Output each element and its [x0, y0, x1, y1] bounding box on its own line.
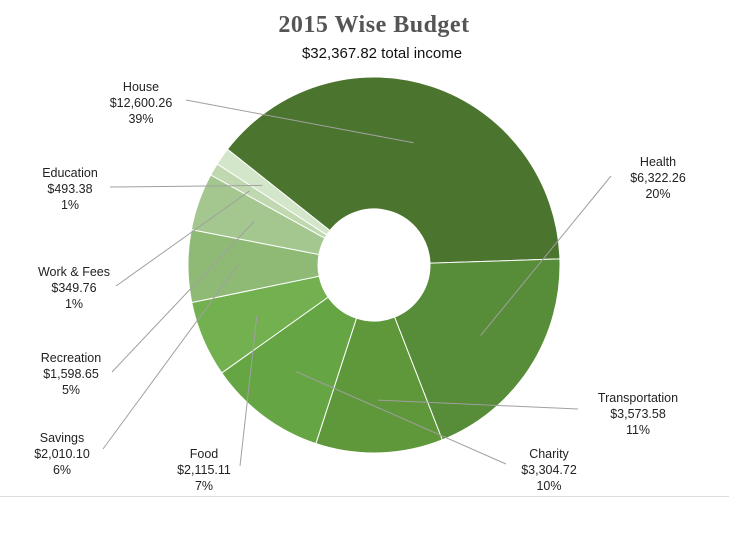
slice-label-name: Savings: [40, 431, 84, 445]
slice-health: [393, 258, 561, 441]
leader-line: [102, 265, 238, 450]
slice-label-name: Recreation: [41, 351, 101, 365]
slice-transportation: [315, 316, 443, 454]
slice-label: Charity $3,304.72 10%: [521, 447, 577, 493]
slice-label-name: Work & Fees: [38, 265, 110, 279]
slice-label-name: Food: [190, 447, 219, 461]
slice-label: Education $493.38 1%: [42, 166, 98, 212]
slice-label: Health $6,322.26 20%: [630, 155, 686, 201]
slice-label-value: $493.38: [47, 182, 92, 196]
slice-label: Recreation $1,598.65 5%: [41, 351, 101, 397]
slice-label-percent: 1%: [61, 198, 79, 212]
leader-line: [377, 399, 579, 410]
slice-label-value: $349.76: [51, 281, 96, 295]
slice-label-percent: 6%: [53, 463, 71, 477]
chart-title: 2015 Wise Budget: [278, 12, 469, 38]
slice-charity: [221, 296, 358, 445]
slice-education: [216, 148, 331, 236]
slice-label: House $12,600.26 39%: [110, 80, 173, 126]
bottom-divider: [0, 496, 729, 497]
slice-label: Food $2,115.11 7%: [177, 447, 231, 493]
slice-label-percent: 11%: [626, 423, 650, 437]
slice-label-name: Education: [42, 166, 98, 180]
slice-label-percent: 10%: [536, 479, 561, 493]
slice-label-percent: 39%: [128, 112, 153, 126]
slice-label-name: Charity: [529, 447, 569, 461]
leader-lines: [102, 99, 612, 467]
slice-label-percent: 1%: [65, 297, 83, 311]
slice-label-name: Transportation: [598, 391, 678, 405]
leader-line: [111, 221, 255, 373]
slice-label-value: $1,598.65: [43, 367, 99, 381]
slice-label-value: $3,573.58: [610, 407, 666, 421]
donut-slices: [187, 76, 561, 454]
slice-labels: House $12,600.26 39% Health $6,322.26 20% Tran…: [34, 80, 686, 493]
slice-label-percent: 5%: [62, 383, 80, 397]
leader-line: [109, 184, 263, 188]
slice-label-value: $2,115.11: [177, 463, 231, 477]
slice-label-value: $6,322.26: [630, 171, 686, 185]
slice-label-percent: 20%: [645, 187, 670, 201]
chart-subtitle: $32,367.82 total income: [302, 45, 462, 62]
slice-label-value: $3,304.72: [521, 463, 577, 477]
leader-line: [480, 175, 612, 336]
leader-line: [239, 315, 258, 467]
slice-label-value: $2,010.10: [34, 447, 90, 461]
slice-label: Transportation $3,573.58 11%: [598, 391, 678, 437]
slice-label: Savings $2,010.10 6%: [34, 431, 90, 477]
slice-label-name: House: [123, 80, 159, 94]
slice-label-percent: 7%: [195, 479, 213, 493]
leader-line: [295, 370, 507, 465]
slice-label-value: $12,600.26: [110, 96, 173, 110]
slice-label: Work & Fees $349.76 1%: [38, 265, 110, 311]
leader-line: [115, 190, 250, 287]
slice-label-name: Health: [640, 155, 676, 169]
leader-line: [185, 99, 414, 144]
